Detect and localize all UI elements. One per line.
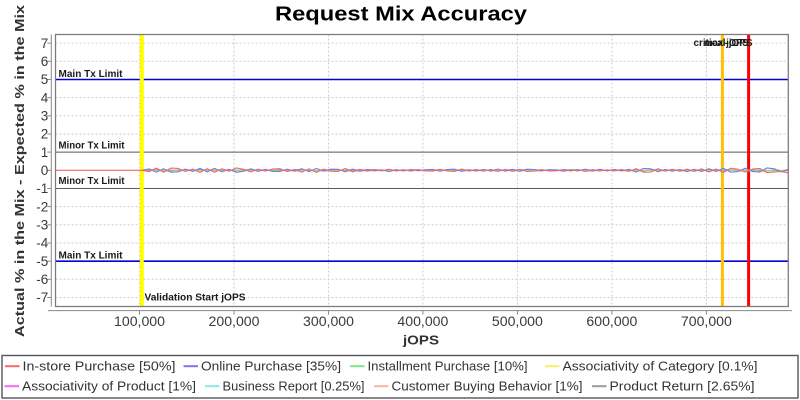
svg-text:-6: -6	[36, 272, 48, 287]
svg-text:Online Purchase [35%]: Online Purchase [35%]	[201, 359, 341, 374]
svg-text:1: 1	[41, 145, 49, 160]
svg-text:5: 5	[41, 72, 49, 87]
svg-text:3: 3	[41, 109, 49, 124]
svg-text:500,000: 500,000	[492, 314, 543, 329]
svg-text:100,000: 100,000	[114, 314, 165, 329]
svg-text:jOPS: jOPS	[402, 334, 439, 348]
svg-text:Minor Tx Limit: Minor Tx Limit	[59, 176, 126, 187]
svg-text:max-jOPS: max-jOPS	[705, 38, 749, 49]
svg-text:-3: -3	[36, 218, 48, 233]
svg-text:Minor Tx Limit: Minor Tx Limit	[59, 140, 126, 151]
svg-text:-7: -7	[36, 290, 48, 305]
svg-text:7: 7	[41, 36, 49, 51]
svg-text:2: 2	[41, 127, 49, 142]
svg-text:6: 6	[41, 54, 49, 69]
svg-text:In-store Purchase [50%]: In-store Purchase [50%]	[23, 359, 176, 374]
svg-text:Associativity of Product [1%]: Associativity of Product [1%]	[22, 379, 196, 394]
svg-text:700,000: 700,000	[681, 314, 732, 329]
svg-text:Actual % in the Mix - Expected: Actual % in the Mix - Expected % in the …	[12, 4, 27, 337]
svg-text:Customer Buying Behavior [1%]: Customer Buying Behavior [1%]	[392, 379, 583, 394]
svg-text:Installment Purchase [10%]: Installment Purchase [10%]	[368, 359, 528, 374]
svg-text:400,000: 400,000	[397, 314, 448, 329]
svg-text:Associativity of Category [0.1: Associativity of Category [0.1%]	[563, 359, 758, 374]
svg-text:600,000: 600,000	[586, 314, 637, 329]
svg-text:Product Return [2.65%]: Product Return [2.65%]	[610, 379, 755, 394]
svg-text:-2: -2	[36, 199, 48, 214]
svg-text:Business Report [0.25%]: Business Report [0.25%]	[223, 379, 365, 394]
svg-text:-1: -1	[36, 181, 48, 196]
svg-text:-5: -5	[36, 254, 48, 269]
svg-text:Main Tx Limit: Main Tx Limit	[59, 69, 124, 80]
svg-text:-4: -4	[36, 236, 48, 251]
svg-text:Main Tx Limit: Main Tx Limit	[59, 251, 124, 262]
svg-text:Request Mix Accuracy: Request Mix Accuracy	[275, 4, 528, 26]
svg-text:Validation Start jOPS: Validation Start jOPS	[145, 293, 246, 304]
svg-text:0: 0	[41, 163, 49, 178]
svg-text:200,000: 200,000	[209, 314, 260, 329]
svg-text:critical-jOPS: critical-jOPS	[694, 38, 753, 49]
svg-text:300,000: 300,000	[303, 314, 354, 329]
svg-text:4: 4	[41, 90, 49, 105]
